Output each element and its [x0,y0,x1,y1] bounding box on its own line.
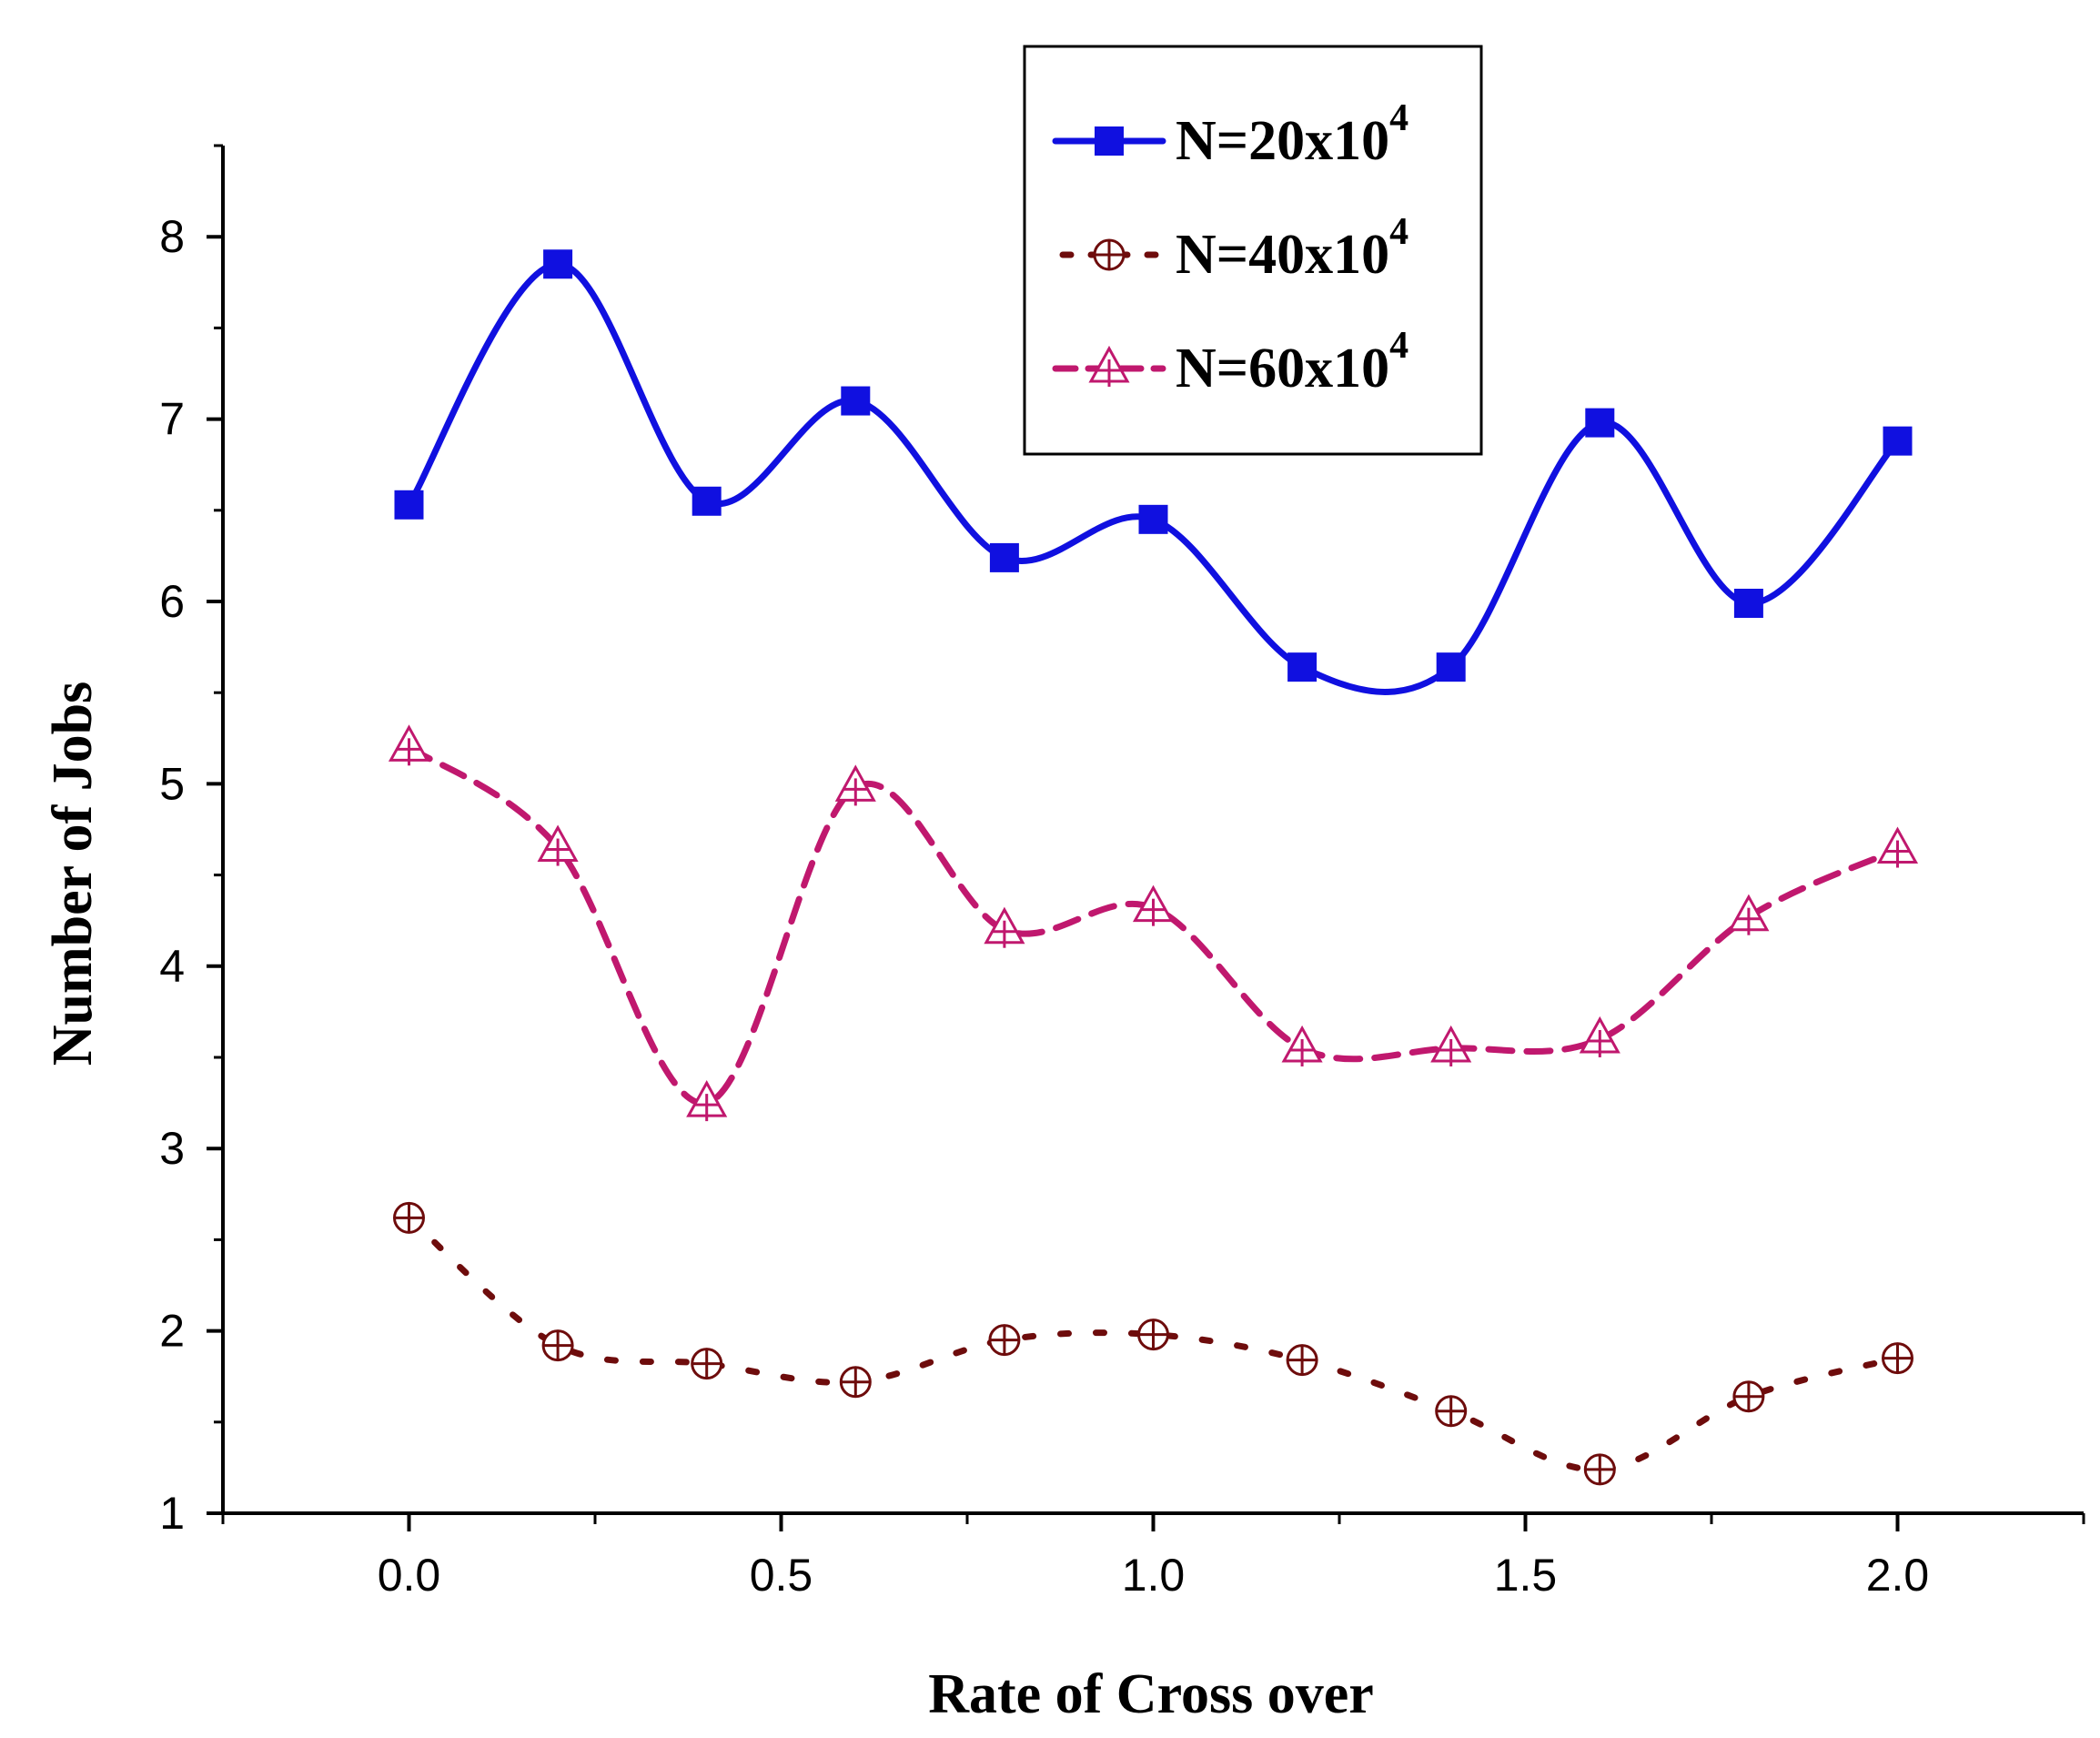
data-point [1583,1453,1616,1486]
series-line [406,743,1901,1106]
x-tick-label: 1.5 [1494,1550,1558,1601]
data-point [541,1329,574,1362]
series-layer [388,249,1919,1486]
x-tick-label: 1.0 [1122,1550,1186,1601]
y-tick-label: 1 [159,1488,185,1539]
data-point [394,490,424,520]
x-axis-title: Rate of Cross over [928,1663,1374,1725]
data-point [1137,1319,1169,1351]
data-point [393,1201,425,1234]
data-point [1436,652,1466,682]
y-tick-label: 5 [159,758,185,809]
series-1 [394,249,1913,695]
data-point [1281,1025,1323,1066]
x-tick-label: 0.5 [750,1550,813,1601]
y-tick-label: 6 [159,576,185,627]
data-point [686,1080,728,1122]
series-2 [393,1201,1913,1486]
y-tick-label: 4 [159,941,185,992]
legend-item: N=20x104 [1052,97,1408,172]
data-point [839,1366,872,1399]
legend-item: N=40x104 [1059,211,1408,286]
legend-marker [1093,238,1126,271]
data-point [1132,884,1175,926]
legend-label: N=60x104 [1176,325,1408,399]
data-point [1732,1380,1765,1413]
data-point [543,249,573,279]
data-point [1435,1395,1468,1428]
data-point [1579,1016,1620,1057]
data-point [1882,1342,1913,1375]
series-line [406,1214,1901,1473]
y-ticks: 1 2 3 4 5 6 7 8 [159,144,223,1539]
legend: N=20x104 N=40x104 N=60x104 [1023,45,1483,456]
y-tick-label: 7 [159,394,185,445]
legend-label-superscript: 4 [1389,325,1408,367]
legend-marker [1088,345,1130,387]
x-ticks: 0.0 0.5 1.0 1.5 2.0 [221,1513,2085,1601]
axes: 1 2 3 4 5 6 7 8 0.0 0.5 1.0 1.5 2.0 [159,144,2085,1601]
legend-label: N=40x104 [1176,211,1408,286]
data-point [1876,826,1919,868]
data-point [692,486,722,516]
x-tick-label: 0.0 [378,1550,441,1601]
data-point [988,1324,1021,1357]
data-point [841,386,871,416]
data-point [1287,652,1318,682]
legend-item: N=60x104 [1052,325,1408,399]
data-point [834,764,876,806]
legend-label-superscript: 4 [1389,211,1408,253]
y-tick-label: 8 [159,211,185,262]
data-point [1430,1025,1472,1066]
data-point [1728,894,1770,935]
data-point [1733,589,1763,619]
data-point [1286,1344,1318,1377]
data-point [537,824,579,866]
series-3 [388,724,1919,1122]
legend-label-superscript: 4 [1389,97,1408,139]
data-point [984,906,1025,948]
y-tick-label: 2 [159,1306,185,1357]
data-point [989,542,1019,572]
data-point [388,724,430,766]
y-tick-label: 3 [159,1123,185,1174]
data-point [1585,408,1615,438]
data-point [1883,426,1913,456]
data-point [1138,504,1168,534]
legend-label: N=20x104 [1176,97,1408,172]
x-tick-label: 2.0 [1866,1550,1930,1601]
data-point [691,1348,723,1380]
y-axis-title: Number of Jobs [42,682,104,1066]
legend-marker [1095,126,1124,156]
